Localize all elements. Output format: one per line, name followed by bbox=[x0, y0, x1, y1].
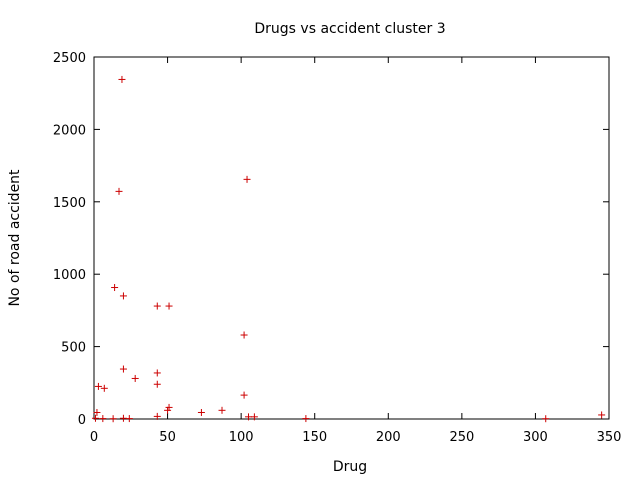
data-point bbox=[119, 414, 127, 422]
data-point bbox=[100, 384, 108, 392]
data-point bbox=[125, 415, 133, 423]
x-tick-label: 0 bbox=[90, 430, 98, 445]
data-points bbox=[91, 75, 606, 423]
y-tick-label: 1500 bbox=[53, 196, 86, 211]
data-point bbox=[218, 406, 226, 414]
y-tick-label: 0 bbox=[78, 413, 86, 428]
data-point bbox=[165, 302, 173, 310]
data-point bbox=[240, 391, 248, 399]
y-tick-label: 1000 bbox=[53, 268, 86, 283]
axes bbox=[93, 56, 610, 420]
x-tick-label: 50 bbox=[159, 430, 176, 445]
x-tick-label: 100 bbox=[229, 430, 254, 445]
chart-title: Drugs vs accident cluster 3 bbox=[254, 21, 445, 37]
x-tick-label: 300 bbox=[523, 430, 548, 445]
data-point bbox=[118, 75, 126, 83]
x-tick-label: 250 bbox=[449, 430, 474, 445]
data-point bbox=[240, 331, 248, 339]
data-point bbox=[119, 365, 127, 373]
data-point bbox=[94, 382, 102, 390]
data-point bbox=[111, 284, 119, 292]
data-point bbox=[243, 175, 251, 183]
y-axis-ticks: 0 500 1000 1500 2000 2500 bbox=[53, 51, 609, 428]
data-point bbox=[153, 412, 161, 420]
data-point bbox=[302, 415, 310, 423]
x-tick-label: 350 bbox=[597, 430, 622, 445]
data-point bbox=[245, 413, 252, 421]
data-point bbox=[109, 415, 117, 423]
data-point bbox=[153, 302, 161, 310]
data-point bbox=[99, 415, 107, 423]
y-tick-label: 500 bbox=[61, 341, 86, 356]
data-point bbox=[153, 369, 161, 377]
x-tick-label: 200 bbox=[376, 430, 401, 445]
x-axis-ticks: 0 50 100 150 200 250 300 350 bbox=[90, 57, 622, 445]
plot-frame bbox=[93, 56, 610, 420]
data-point bbox=[165, 403, 173, 411]
data-point bbox=[91, 414, 99, 422]
data-point bbox=[119, 292, 127, 300]
data-point bbox=[153, 380, 161, 388]
y-axis-label: No of road accident bbox=[7, 169, 23, 307]
data-point bbox=[93, 408, 101, 416]
data-point bbox=[164, 406, 172, 414]
data-point bbox=[542, 415, 550, 423]
x-axis-label: Drug bbox=[333, 459, 367, 475]
data-point bbox=[250, 413, 258, 421]
y-tick-label: 2500 bbox=[53, 51, 86, 66]
data-point bbox=[598, 411, 606, 419]
data-point bbox=[115, 187, 123, 195]
data-point bbox=[131, 374, 139, 382]
data-point bbox=[197, 408, 205, 416]
y-tick-label: 2000 bbox=[53, 123, 86, 138]
x-tick-label: 150 bbox=[302, 430, 327, 445]
